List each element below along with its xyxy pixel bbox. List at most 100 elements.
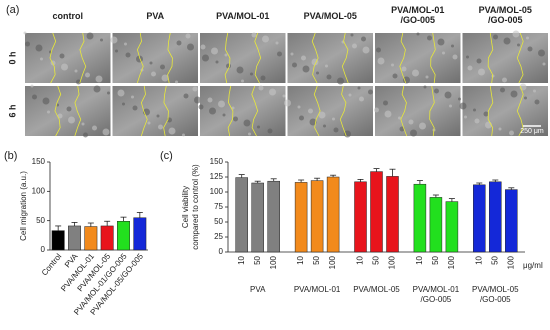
bar: [370, 171, 383, 253]
dose-label: 10: [415, 255, 424, 264]
cell-texture: [198, 104, 204, 110]
cell-texture: [241, 79, 244, 83]
cell-texture: [175, 80, 178, 84]
cell-texture: [224, 53, 228, 57]
bar: [51, 230, 65, 251]
cell-texture: [23, 31, 27, 35]
cell-texture: [233, 116, 238, 122]
cell-texture: [510, 90, 518, 98]
cell-texture: [147, 121, 151, 125]
cell-texture: [509, 130, 514, 136]
y-tick-label: 50: [214, 217, 223, 226]
column-label-line: /GO-005: [400, 15, 435, 25]
cell-texture: [299, 115, 304, 121]
cell-texture: [377, 57, 385, 65]
cell-texture: [61, 63, 68, 71]
cell-texture: [392, 73, 398, 79]
y-axis-label: Cell migration (a.u.): [19, 171, 28, 241]
cell-texture: [337, 77, 344, 85]
cell-texture: [95, 75, 103, 83]
cell-texture: [248, 132, 251, 136]
cell-texture: [350, 33, 354, 37]
wound-edge: [430, 32, 436, 84]
cell-texture: [131, 95, 134, 99]
x-tick-label: Control: [40, 252, 64, 278]
cell-texture: [527, 46, 533, 52]
y-tick-label: 100: [210, 187, 224, 196]
cell-texture: [149, 61, 153, 65]
cell-texture: [158, 124, 163, 130]
cell-texture: [483, 111, 489, 117]
bar: [117, 221, 130, 251]
y-tick-label: 0: [219, 247, 224, 256]
wound-edge: [140, 85, 148, 137]
cell-texture: [211, 47, 218, 55]
cell-texture: [452, 54, 458, 60]
cell-texture: [107, 91, 110, 95]
cell-texture: [437, 38, 445, 46]
cell-texture: [231, 106, 235, 110]
cell-texture: [473, 108, 476, 112]
cell-texture: [215, 60, 219, 64]
cell-texture: [478, 68, 485, 76]
dose-label: 50: [431, 255, 440, 264]
column-label: PVA/MOL-01: [216, 11, 269, 21]
dose-label: 100: [447, 255, 456, 269]
cell-texture: [325, 64, 328, 68]
column-label-line: control: [53, 11, 84, 21]
cell-texture: [275, 41, 279, 45]
column-label: control: [53, 11, 84, 21]
group-label: PVA/MOL-01: [294, 285, 341, 294]
cell-texture: [427, 35, 432, 41]
group-label-line: PVA/MOL-01: [294, 285, 341, 294]
cell-texture: [498, 127, 502, 131]
group-label-line: PVA/MOL-01: [413, 285, 460, 294]
cell-texture: [25, 41, 30, 47]
wound-edge: [54, 85, 62, 137]
cell-texture: [68, 116, 75, 124]
cell-texture: [151, 71, 156, 77]
wound-edge: [339, 85, 347, 137]
cell-texture: [85, 72, 90, 78]
cell-texture: [277, 51, 282, 57]
bar: [310, 180, 324, 253]
cell-texture: [376, 47, 381, 53]
cell-texture: [524, 96, 527, 100]
cell-texture: [81, 122, 85, 126]
y-tick-label: 150: [32, 157, 46, 166]
cell-texture: [251, 32, 257, 38]
panel-label: (a): [6, 4, 19, 16]
wound-edge: [251, 85, 259, 137]
dose-label: 50: [253, 255, 262, 264]
cell-texture: [86, 32, 94, 40]
bar: [413, 183, 427, 253]
wound-edge: [74, 85, 82, 137]
wound-edge: [429, 85, 435, 137]
wound-edge: [224, 32, 231, 84]
dose-label: 100: [388, 255, 397, 269]
micrograph: [462, 86, 548, 136]
cell-texture: [40, 57, 43, 61]
cell-texture: [502, 77, 507, 83]
dose-label: 50: [312, 255, 321, 264]
cell-texture: [168, 127, 176, 135]
column-label: PVA/MOL-01/GO-005: [391, 5, 444, 25]
cell-texture: [32, 94, 37, 100]
cell-texture: [542, 62, 546, 66]
bar: [505, 189, 518, 253]
cell-texture: [297, 105, 301, 109]
cell-texture: [368, 89, 373, 95]
row-label: 0 h: [7, 51, 17, 64]
bar: [429, 197, 443, 253]
cell-texture: [467, 65, 473, 71]
cell-texture: [182, 133, 185, 137]
cell-texture: [423, 85, 427, 89]
cell-texture: [117, 89, 125, 97]
cell-texture: [124, 42, 127, 46]
bar: [100, 225, 114, 251]
cell-texture: [419, 122, 426, 130]
wound-edge: [254, 32, 262, 84]
dose-label: 50: [372, 255, 381, 264]
cell-texture: [267, 128, 273, 134]
dose-label: 50: [490, 255, 499, 264]
